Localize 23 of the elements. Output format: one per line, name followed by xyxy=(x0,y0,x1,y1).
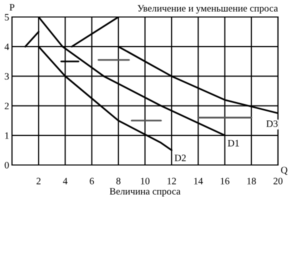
x-tick-label: 10 xyxy=(140,178,150,184)
series-label: D1 xyxy=(228,140,239,146)
x-axis-title: Величина спроса xyxy=(110,188,180,197)
x-tick-label: 20 xyxy=(274,178,282,184)
y-tick-label: 4 xyxy=(4,44,10,50)
x-tick-label: 2 xyxy=(36,178,40,184)
y-axis-title: P xyxy=(10,4,14,10)
x-tick-label: 4 xyxy=(62,178,68,184)
y-tick-label: 5 xyxy=(4,14,9,20)
y-tick-label: 2 xyxy=(4,102,9,110)
chart-title: Увеличение и уменьшение спроса xyxy=(138,5,278,14)
y-tick-label: 1 xyxy=(5,132,9,139)
text: Q xyxy=(281,166,288,175)
x-tick-label: 16 xyxy=(220,178,230,184)
x-tick-label: 8 xyxy=(116,178,120,184)
x-tick-label: 14 xyxy=(194,178,203,184)
x-tick-label: 18 xyxy=(247,178,256,184)
y-tick-label: 3 xyxy=(4,73,9,80)
x-tick-label: 12 xyxy=(168,178,176,184)
y-tick-label: 0 xyxy=(4,162,9,168)
series-label: D2 xyxy=(174,154,186,162)
x-tick-label: 6 xyxy=(90,178,94,184)
series-label: D3 xyxy=(266,120,278,127)
